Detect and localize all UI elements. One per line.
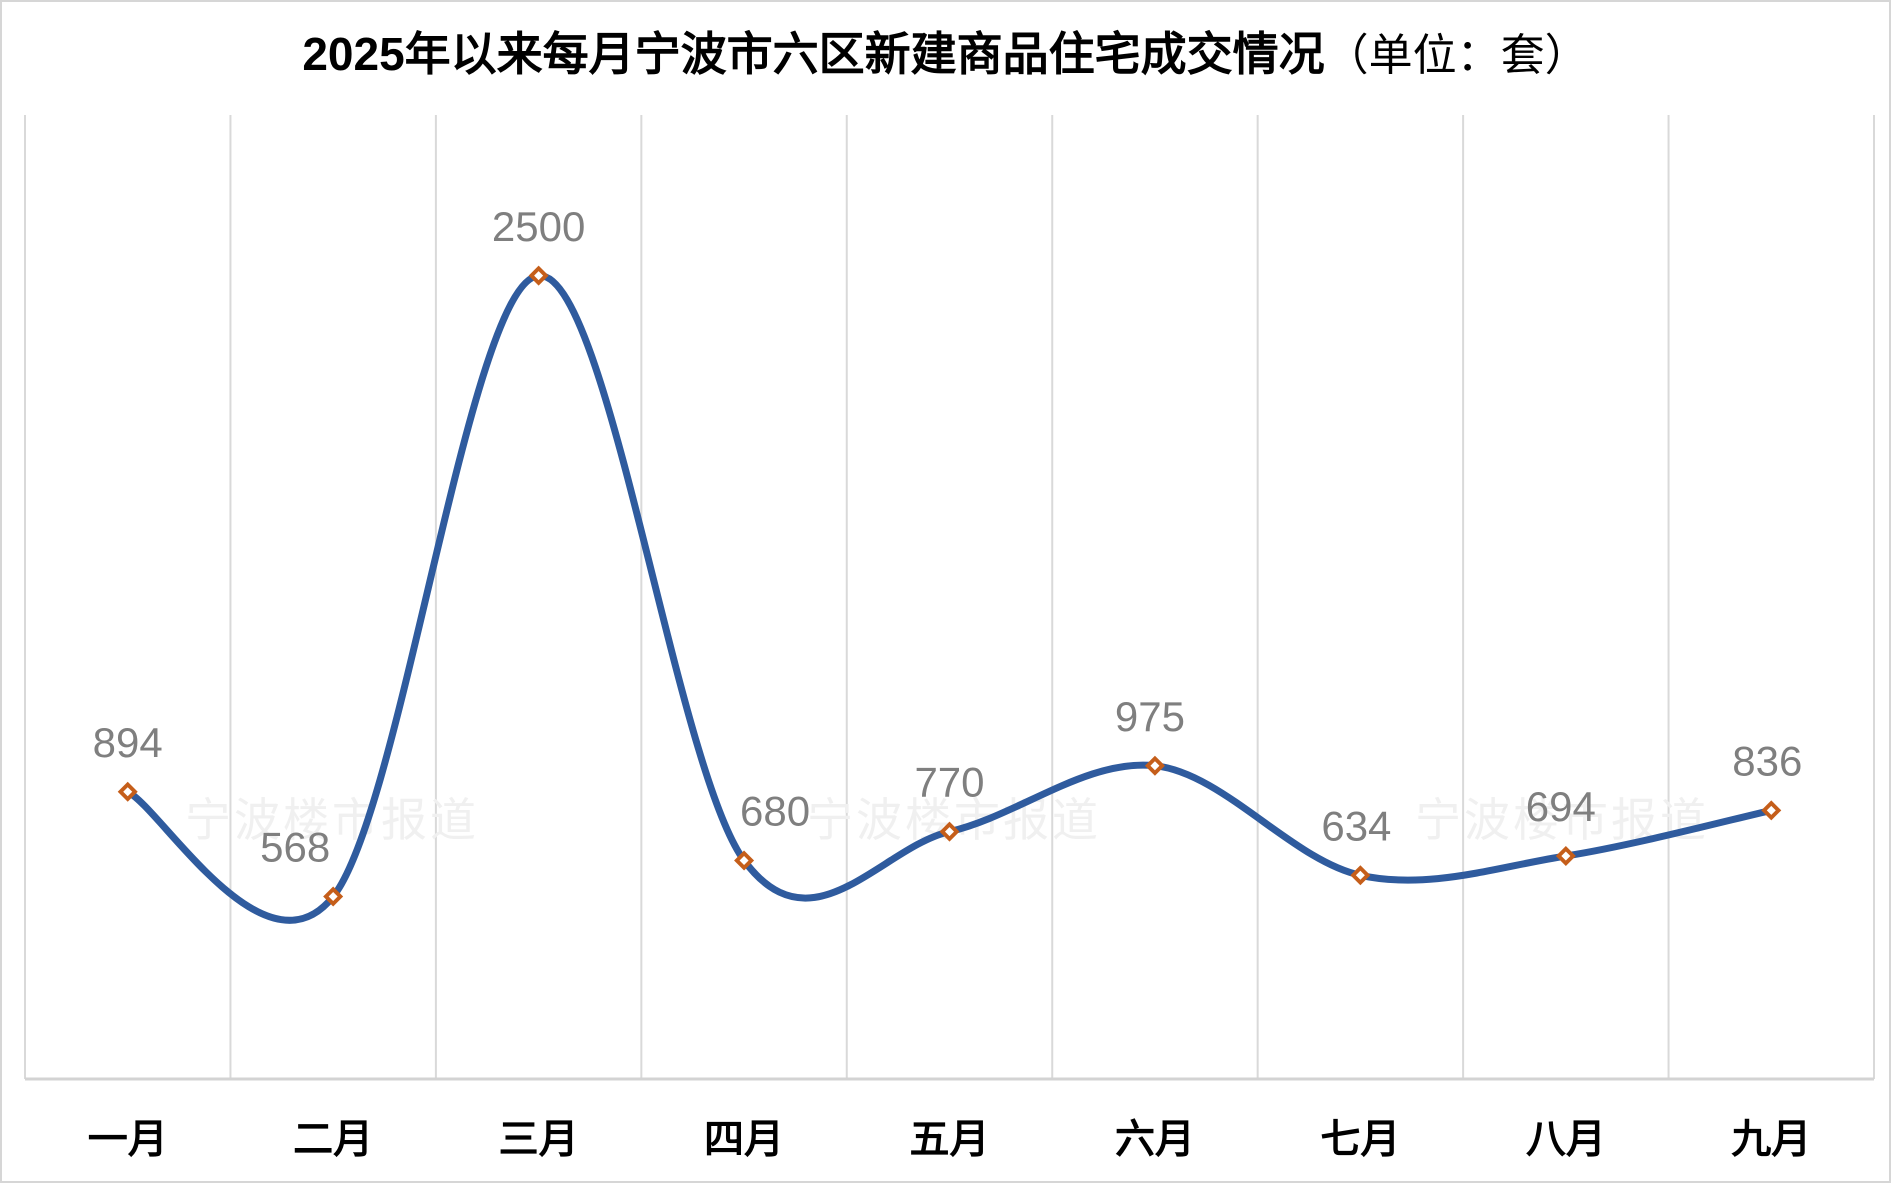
data-label: 694 (1526, 783, 1596, 830)
data-point-marker-center (123, 787, 133, 797)
x-axis-label: 九月 (1731, 1118, 1811, 1162)
data-point-marker-center (534, 271, 544, 281)
data-point-marker-center (1355, 870, 1365, 880)
data-point-marker-center (328, 891, 338, 901)
data-label: 680 (740, 788, 810, 835)
chart-title: 2025年以来每月宁波市六区新建商品住宅成交情况（单位：套） (2, 18, 1889, 84)
x-axis-label: 二月 (293, 1118, 373, 1162)
x-axis-label: 五月 (910, 1118, 990, 1162)
x-axis-label: 八月 (1526, 1118, 1606, 1162)
data-point-marker-center (945, 827, 954, 837)
data-label: 568 (260, 824, 330, 871)
data-label: 2500 (492, 203, 585, 250)
data-label: 836 (1732, 737, 1802, 784)
chart-title-unit: （单位：套） (1324, 31, 1589, 80)
x-axis-label: 七月 (1320, 1118, 1400, 1162)
data-point-marker-center (1150, 761, 1160, 771)
data-label: 975 (1115, 693, 1185, 740)
line-series (124, 272, 1775, 924)
x-axis-label: 三月 (499, 1118, 579, 1162)
data-point-marker-center (739, 855, 749, 865)
x-axis-label: 四月 (704, 1118, 784, 1162)
data-label: 894 (93, 719, 163, 766)
chart-title-main: 2025年以来每月宁波市六区新建商品住宅成交情况 (302, 28, 1325, 80)
watermark-text: 宁波楼市报道 (185, 794, 479, 846)
data-label: 770 (914, 759, 984, 806)
x-axis-label: 一月 (88, 1118, 168, 1162)
x-axis-label: 六月 (1115, 1118, 1195, 1162)
data-point-marker-center (1561, 851, 1571, 861)
data-label: 634 (1321, 802, 1391, 849)
data-point-marker-center (1766, 805, 1776, 815)
